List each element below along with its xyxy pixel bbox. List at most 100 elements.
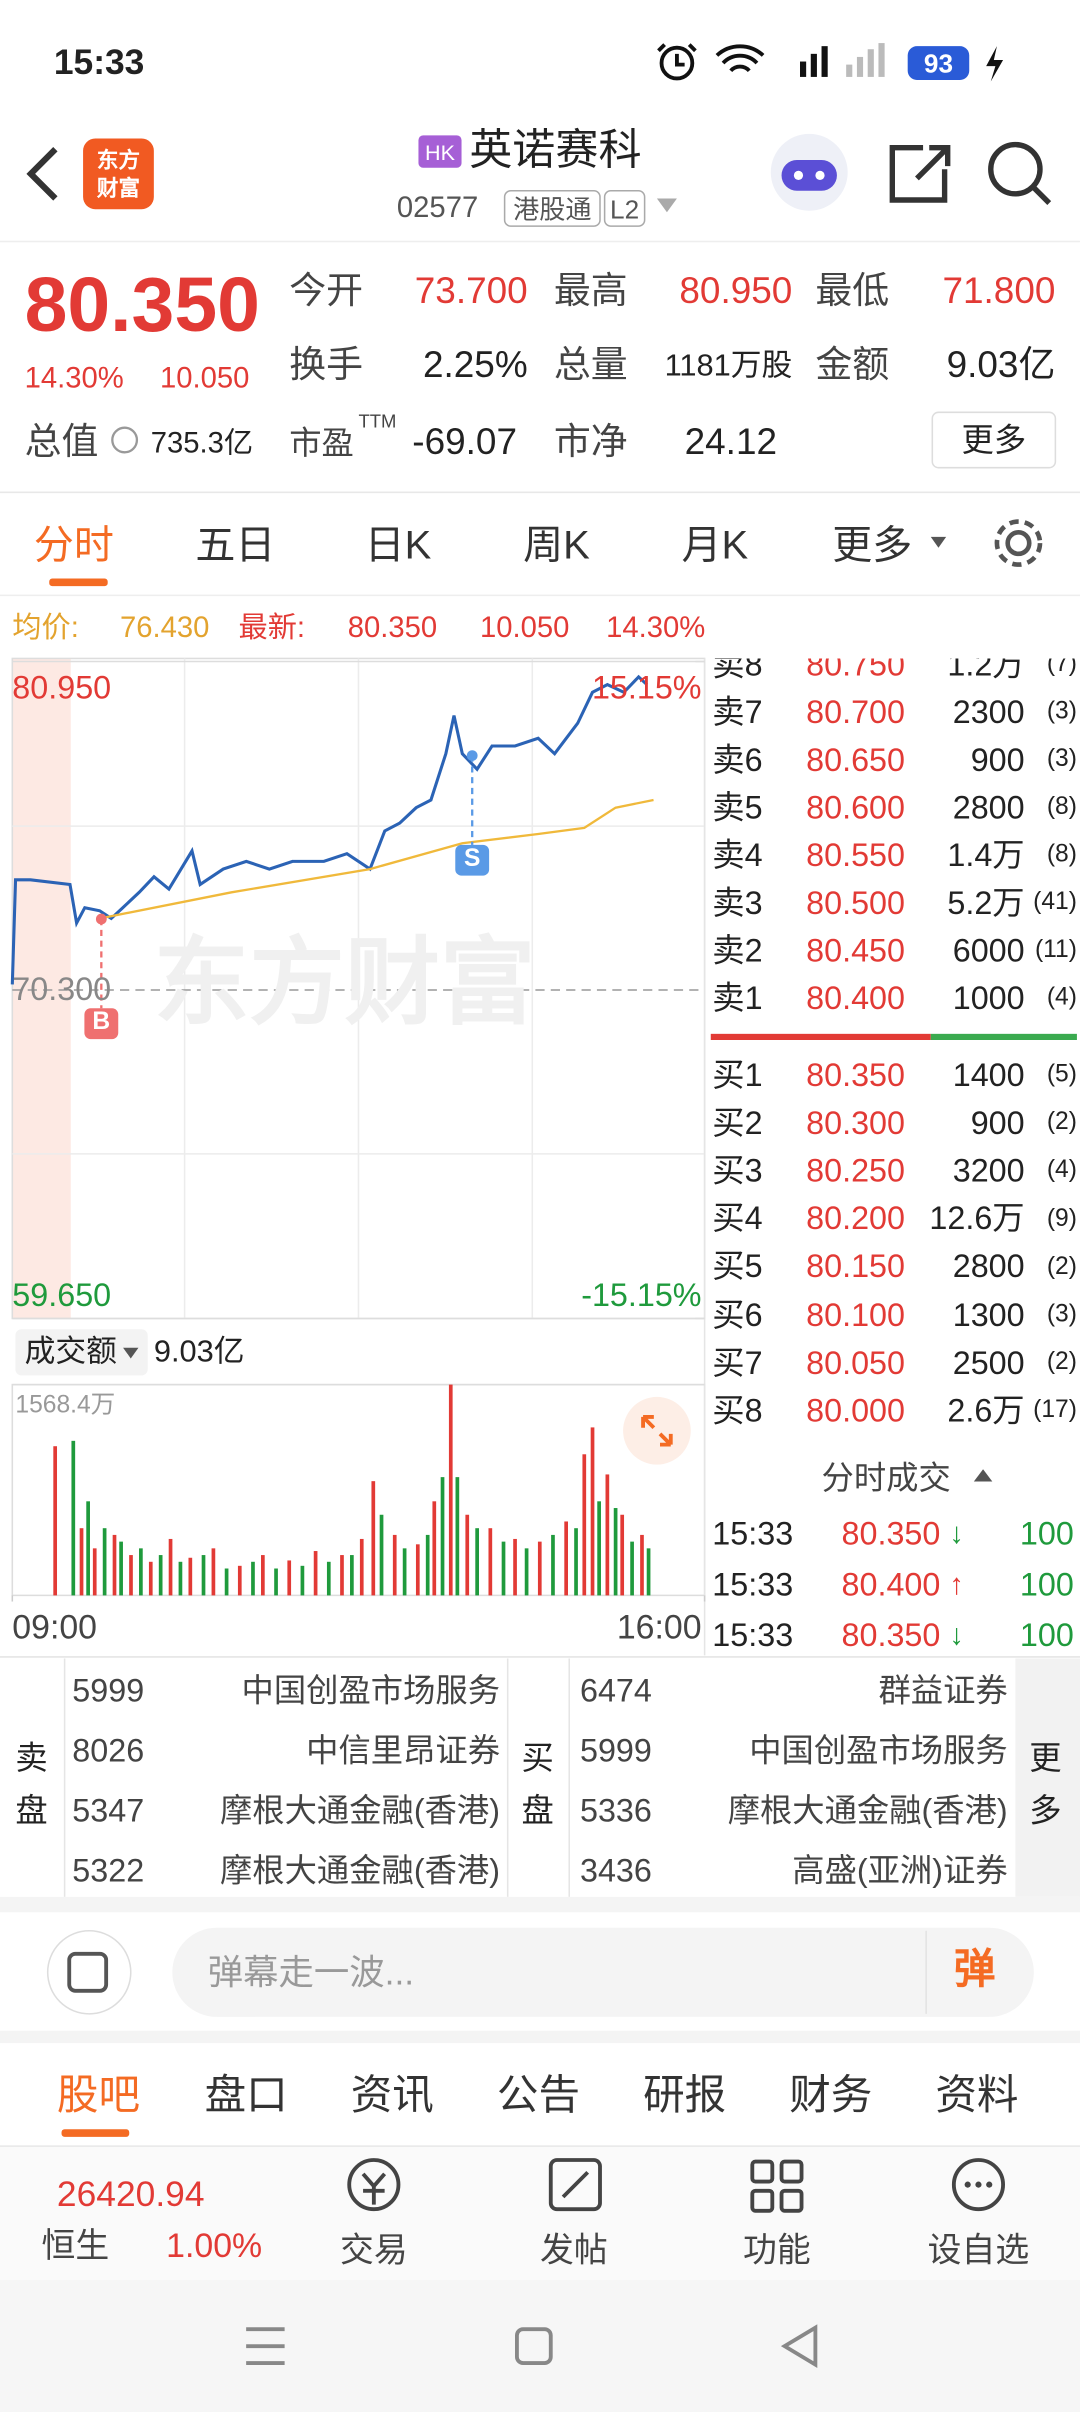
stat-label: 最高 [553, 270, 628, 313]
logo-text: 财富 [96, 175, 140, 200]
trade-volume: 100 [1019, 1516, 1074, 1552]
search[interactable] [988, 141, 1052, 205]
average-line [99, 798, 654, 920]
level-label: 卖4 [712, 837, 763, 874]
level-price: 80.600 [806, 789, 905, 826]
broker-name: 中国创盈市场服务 [241, 1673, 500, 1709]
level-count: (3) [1046, 746, 1077, 773]
volume-bar [432, 1501, 437, 1596]
stat-value: 735.3亿 [150, 426, 254, 460]
more-button[interactable]: 更多 [961, 422, 1027, 458]
metric-select[interactable] [15, 1329, 148, 1376]
market-tag: HK [425, 139, 455, 165]
volume-bar [158, 1555, 163, 1596]
level-label: 卖8 [712, 658, 763, 683]
volume-bar [646, 1548, 651, 1596]
settings[interactable] [994, 519, 1043, 567]
latest-label: 最新: [238, 611, 306, 644]
period-tab[interactable]: 分时 [33, 521, 114, 568]
logo[interactable] [83, 138, 154, 210]
level-volume: 12.6万 [929, 1201, 1025, 1238]
volume-bar [513, 1538, 517, 1596]
y-tick-label: 59.650 [12, 1277, 112, 1314]
content-tab[interactable]: 公告 [496, 2071, 580, 2118]
volume-bar [488, 1528, 493, 1596]
level-price: 80.200 [806, 1201, 905, 1238]
broker-id: 5322 [72, 1853, 145, 1889]
level-volume: 2500 [952, 1345, 1025, 1382]
volume-bar [261, 1555, 265, 1596]
trade-arrow: ↓ [949, 1517, 964, 1550]
volume-bar [551, 1534, 555, 1596]
stat-value: 9.03亿 [946, 344, 1056, 387]
trade-time: 15:33 [712, 1617, 794, 1654]
volume-bar [455, 1477, 460, 1596]
nav-item[interactable]: 设自选 [927, 2230, 1030, 2270]
content-tab[interactable]: 资料 [935, 2071, 1019, 2118]
more-button[interactable] [931, 411, 1057, 469]
expand[interactable] [623, 1396, 691, 1465]
system-nav[interactable] [246, 2324, 818, 2369]
level-count: (17) [1033, 1397, 1077, 1424]
comment-input[interactable] [172, 1927, 1034, 2017]
content-tab[interactable]: 财务 [789, 2071, 873, 2118]
level-volume: 900 [970, 1105, 1025, 1142]
nav-item[interactable]: 发帖 [539, 2230, 608, 2270]
y-tick-label: 1568.4万 [15, 1392, 116, 1419]
volume-bar [475, 1528, 479, 1596]
index-pct: 1.00% [166, 2226, 263, 2265]
level-price: 80.650 [806, 742, 905, 778]
level-count: (4) [1046, 984, 1077, 1011]
volume-bar [188, 1557, 193, 1596]
level-price: 80.250 [806, 1153, 905, 1190]
tab-indicator [49, 578, 108, 587]
index-value[interactable]: 26420.94 [56, 2173, 205, 2214]
danmaku-button[interactable]: 弹 [953, 1945, 996, 1992]
volume-bar [605, 1474, 610, 1596]
back[interactable] [26, 147, 58, 201]
content-tab[interactable]: 资讯 [350, 2071, 434, 2118]
period-tab[interactable]: 月K [681, 521, 749, 568]
metric-label[interactable]: 成交额 [24, 1335, 117, 1370]
stat-value: 73.700 [414, 270, 528, 313]
level-label: 卖7 [712, 694, 763, 730]
price-line [10, 674, 648, 985]
level-volume: 3200 [952, 1153, 1025, 1190]
period-tab[interactable]: 五日 [195, 521, 276, 568]
volume-bar [251, 1561, 255, 1596]
level-label: 卖1 [712, 980, 763, 1017]
stat-value: 1181万股 [664, 349, 793, 384]
stat-value: 24.12 [684, 421, 778, 464]
volume-bar [168, 1538, 173, 1596]
volume-bar [300, 1565, 305, 1596]
buy-label: 买盘 [521, 1740, 554, 1829]
volume-bar [524, 1548, 529, 1596]
broker-id: 3436 [579, 1853, 652, 1889]
nav-item[interactable]: 功能 [743, 2230, 811, 2270]
share[interactable] [889, 144, 951, 203]
content-tab[interactable]: 股吧 [56, 2071, 140, 2118]
volume-bar [537, 1541, 542, 1596]
level-price: 80.500 [806, 885, 905, 921]
period-tab[interactable]: 日K [364, 521, 432, 568]
x-tick-label: 16:00 [616, 1607, 702, 1647]
level-price: 80.350 [806, 1057, 905, 1094]
content-tab[interactable]: 研报 [643, 2071, 727, 2118]
broker-more[interactable]: 更多 [1029, 1740, 1062, 1829]
volume-bar [71, 1440, 76, 1596]
market-tag [418, 135, 462, 168]
stat-value: 71.800 [942, 270, 1056, 313]
dropdown[interactable] [656, 198, 677, 213]
period-tab[interactable]: 更多 [832, 521, 913, 568]
stat-value: 2.25% [422, 344, 528, 387]
nav-item[interactable]: 交易 [339, 2230, 408, 2270]
broker-name: 高盛(亚洲)证券 [792, 1853, 1008, 1889]
content-tab[interactable]: 盘口 [204, 2071, 288, 2118]
period-tab[interactable]: 周K [523, 521, 590, 568]
comment-placeholder[interactable]: 弹幕走一波... [207, 1951, 415, 1992]
avg-label: 均价: [12, 611, 79, 644]
comment-icon[interactable] [46, 1929, 132, 2015]
stat-label: 换手 [289, 344, 364, 387]
